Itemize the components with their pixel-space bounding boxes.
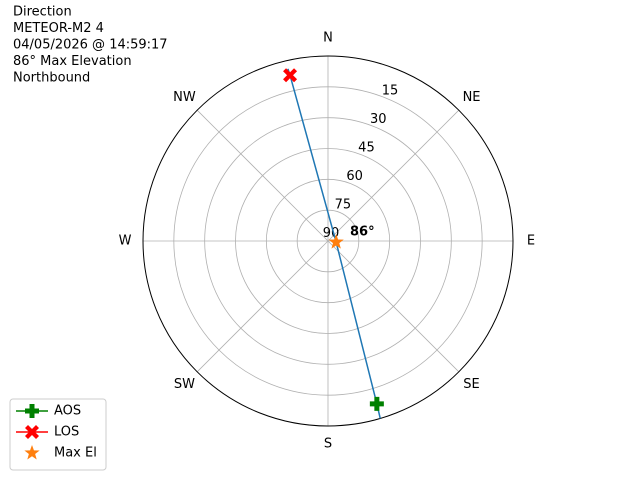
grid-spoke [197,110,328,241]
theta-label: W [119,234,132,249]
title-line: Northbound [13,71,90,86]
legend-label: Max El [54,446,97,461]
r-tick-label: 75 [335,198,352,213]
annotation: 86° [350,225,375,240]
theta-label: SE [463,377,479,392]
theta-label: NE [463,90,481,105]
marker-cross [283,68,297,82]
r-tick-label: 15 [382,84,399,99]
legend-label: AOS [54,404,81,419]
theta-label: N [323,31,333,46]
grid-spoke [197,241,328,372]
r-tick-label: 30 [370,112,387,127]
r-tick-label: 60 [346,169,363,184]
legend-label: LOS [54,425,79,440]
title-line: Direction [13,5,72,20]
r-tick-label: 45 [358,141,375,156]
theta-label: SW [174,377,195,392]
title-line: 04/05/2026 @ 14:59:17 [13,38,168,53]
marker-plus [370,397,384,411]
theta-label: S [324,437,332,452]
title-line: 86° Max Elevation [13,54,132,69]
theta-label: E [527,234,535,249]
theta-label: NW [173,90,196,105]
legend: AOS LOS Max El [10,399,106,470]
title-line: METEOR-M2 4 [13,21,104,36]
grid-spoke [328,241,459,372]
